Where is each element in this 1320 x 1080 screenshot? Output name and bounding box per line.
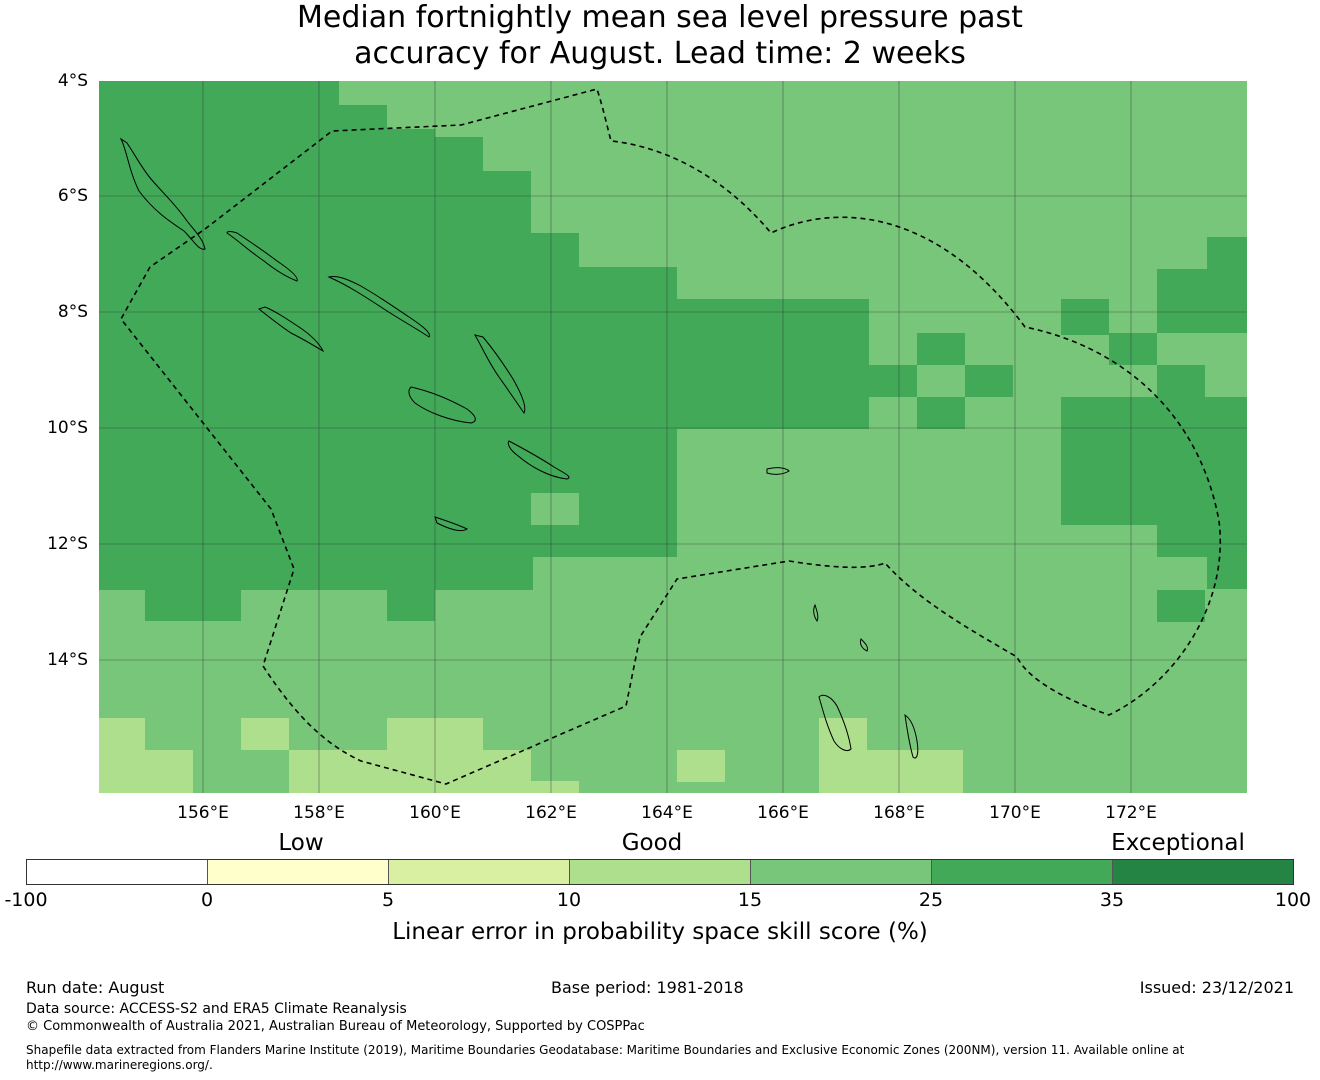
cell-good-pocket [531,493,579,525]
legend-good-label: Good [621,830,683,856]
colorbar-segment [570,860,751,884]
colorbar-tick: 25 [918,889,944,911]
eez-boundary [120,88,1221,785]
lon-label-172e: 172°E [1105,803,1157,823]
lon-label-156e: 156°E [177,803,229,823]
skill-grid-cells [99,81,1247,793]
coastlines [119,137,919,759]
colorbar-label: Linear error in probability space skill … [392,919,928,945]
colorbar-segment [27,860,208,884]
coast-banks [860,638,868,652]
lon-label-168e: 168°E [873,803,925,823]
graticule [99,81,1247,793]
shapefile-credit: Shapefile data extracted from Flanders M… [26,1043,1185,1072]
data-source: Data source: ACCESS-S2 and ERA5 Climate … [26,1001,407,1017]
lat-label-4s: 4°S [57,71,88,91]
colorbar-segment [932,860,1113,884]
colorbar-tick: -100 [4,889,48,911]
colorbar [26,859,1294,885]
coast-vanuatu-espiritu [818,694,852,752]
legend-exceptional-label: Exceptional [1111,830,1245,856]
legend-low-label: Low [278,830,324,856]
coast-makira [507,440,570,480]
coast-vanuatu-malekula [904,713,919,759]
coast-guadalcanal [408,386,476,424]
colorbar-segment [1113,860,1293,884]
skill-score-map [99,81,1247,793]
coast-santa-cruz [766,467,790,475]
lat-label-10s: 10°S [47,418,88,438]
colorbar-tick: 0 [200,889,214,911]
lat-label-12s: 12°S [47,534,88,554]
coast-rennell [434,516,468,532]
title-line-2: accuracy for August. Lead time: 2 weeks [354,36,966,71]
lon-label-160e: 160°E [409,803,461,823]
coast-malaita [473,334,526,414]
colorbar-segment [389,860,570,884]
lon-label-164e: 164°E [641,803,693,823]
colorbar-tick: 15 [737,889,763,911]
lon-label-170e: 170°E [989,803,1041,823]
lon-label-162e: 162°E [525,803,577,823]
colorbar-segment [208,860,389,884]
coast-santa-isabel [327,276,430,338]
lat-label-8s: 8°S [57,302,88,322]
colorbar-tick: 35 [1099,889,1125,911]
coast-new-georgia [257,306,325,353]
title-line-1: Median fortnightly mean sea level pressu… [297,0,1023,35]
coast-torres [813,603,819,622]
copyright: © Commonwealth of Australia 2021, Austra… [26,1019,645,1034]
chart-title: Median fortnightly mean sea level pressu… [0,0,1320,72]
colorbar-segment [751,860,932,884]
base-period: Base period: 1981-2018 [551,978,744,997]
coast-bougainville [119,137,206,250]
colorbar-tick: 100 [1274,889,1312,911]
eez-solomon [120,88,1221,785]
lon-label-158e: 158°E [293,803,345,823]
cells-low-good [99,718,963,793]
colorbar-tick: 5 [381,889,395,911]
colorbar-tick: 10 [556,889,582,911]
run-date: Run date: August [26,978,165,997]
lat-label-6s: 6°S [57,186,88,206]
issued-date: Issued: 23/12/2021 [1139,978,1294,997]
lat-label-14s: 14°S [47,650,88,670]
lon-label-166e: 166°E [757,803,809,823]
coast-choiseul [226,231,298,282]
